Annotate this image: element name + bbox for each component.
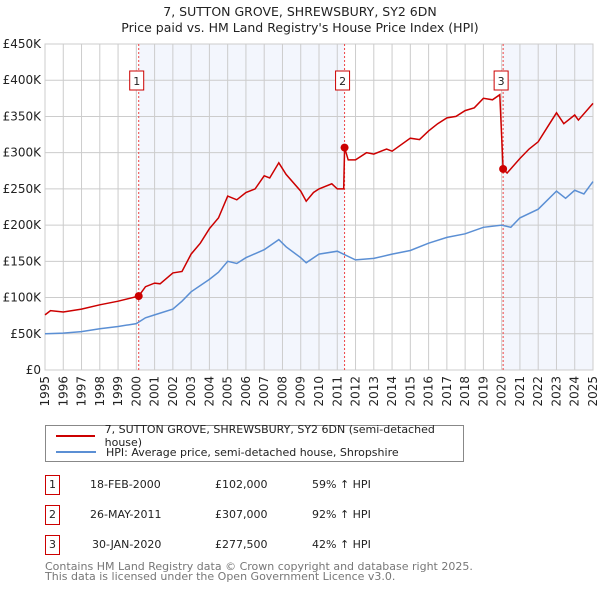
x-tick-label: 1998: [93, 376, 107, 407]
y-tick-label: £300K: [3, 146, 43, 160]
sale-point: [499, 164, 508, 173]
x-tick-label: 2016: [422, 376, 436, 407]
x-tick-label: 2014: [385, 376, 399, 407]
x-tick-label: 2013: [367, 376, 381, 407]
shaded-region: [138, 44, 345, 370]
sale-price: £102,000: [215, 478, 268, 491]
sale-label-box: [335, 70, 351, 91]
sale-row-1: 1 18-FEB-2000 £102,000 59% ↑ HPI: [45, 475, 465, 495]
x-tick-label: 2010: [312, 376, 326, 407]
x-tick-label: 2019: [476, 376, 490, 407]
legend-label-hpi: HPI: Average price, semi-detached house,…: [106, 445, 399, 459]
footer-licence: This data is licensed under the Open Gov…: [45, 570, 396, 583]
y-tick-label: £100K: [3, 291, 43, 305]
x-tick-label: 2002: [166, 376, 180, 407]
sale-row-2: 2 26-MAY-2011 £307,000 92% ↑ HPI: [45, 505, 465, 525]
sale-price: £307,000: [215, 508, 268, 521]
x-tick-label: 2021: [513, 376, 527, 407]
x-tick-label: 2022: [531, 376, 545, 407]
x-tick-label: 1995: [38, 376, 52, 407]
legend-label-property: 7, SUTTON GROVE, SHREWSBURY, SY2 6DN (se…: [104, 423, 435, 449]
sale-badge: 1: [45, 475, 60, 495]
x-tick-label: 2017: [440, 376, 454, 407]
x-tick-label: 1997: [75, 376, 89, 407]
y-tick-label: £250K: [3, 182, 43, 196]
x-tick-label: 2025: [586, 376, 600, 407]
x-tick-label: 2020: [495, 376, 509, 407]
x-tick-label: 2000: [129, 376, 143, 407]
x-tick-label: 2007: [257, 376, 271, 407]
x-tick-label: 2006: [239, 376, 253, 407]
y-tick-label: £150K: [3, 254, 43, 268]
y-tick-label: £50K: [10, 327, 42, 341]
x-tick-label: 1999: [111, 376, 125, 407]
y-tick-label: £400K: [3, 73, 43, 87]
sale-hpi: 59% ↑ HPI: [312, 478, 371, 491]
sale-label-box: [493, 70, 509, 91]
y-tick-label: £200K: [3, 218, 43, 232]
sale-badge: 2: [45, 505, 60, 525]
x-tick-label: 2011: [330, 376, 344, 407]
sale-label: 1: [133, 75, 140, 88]
legend-swatch-property: [56, 435, 95, 437]
series-line-hpi: [44, 181, 594, 335]
plot-border: [44, 43, 594, 371]
x-tick-label: 2012: [349, 376, 363, 407]
legend-swatch-hpi: [56, 451, 96, 453]
x-tick-label: 2008: [275, 376, 289, 407]
shaded-region: [503, 44, 593, 370]
y-tick-label: £0: [26, 363, 41, 377]
y-tick-label: £450K: [3, 37, 43, 51]
sale-label: 3: [498, 75, 505, 88]
sale-price: £277,500: [215, 538, 268, 551]
sale-point: [340, 143, 349, 152]
x-tick-label: 2009: [294, 376, 308, 407]
x-tick-label: 2001: [148, 376, 162, 407]
x-tick-label: 2003: [184, 376, 198, 407]
chart-subtitle: Price paid vs. HM Land Registry's House …: [121, 20, 479, 35]
x-tick-label: 2015: [403, 376, 417, 407]
sale-date: 18-FEB-2000: [90, 478, 161, 491]
plot-area: £0 £50K £100K £150K £200K £250K £300K £350K £400…: [3, 37, 600, 407]
y-tick-label: £350K: [3, 109, 43, 123]
x-tick-label: 2024: [568, 376, 582, 407]
sale-hpi: 42% ↑ HPI: [312, 538, 371, 551]
sale-badge: 3: [45, 535, 60, 555]
sale-hpi: 92% ↑ HPI: [312, 508, 371, 521]
legend: 7, SUTTON GROVE, SHREWSBURY, SY2 6DN (se…: [45, 423, 464, 462]
x-tick-label: 1996: [56, 376, 70, 407]
sale-date: 26-MAY-2011: [90, 508, 162, 521]
sale-point: [134, 292, 143, 301]
footer-copyright: Contains HM Land Registry data © Crown c…: [45, 560, 473, 573]
x-tick-label: 2023: [549, 376, 563, 407]
sale-label-box: [129, 70, 145, 91]
x-tick-label: 2005: [221, 376, 235, 407]
x-tick-label: 2004: [202, 376, 216, 407]
x-tick-label: 2018: [458, 376, 472, 407]
sale-row-3: 3 30-JAN-2020 £277,500 42% ↑ HPI: [45, 535, 465, 555]
chart-title: 7, SUTTON GROVE, SHREWSBURY, SY2 6DN: [163, 4, 437, 19]
sale-label: 2: [339, 75, 346, 88]
sale-date: 30-JAN-2020: [92, 538, 162, 551]
